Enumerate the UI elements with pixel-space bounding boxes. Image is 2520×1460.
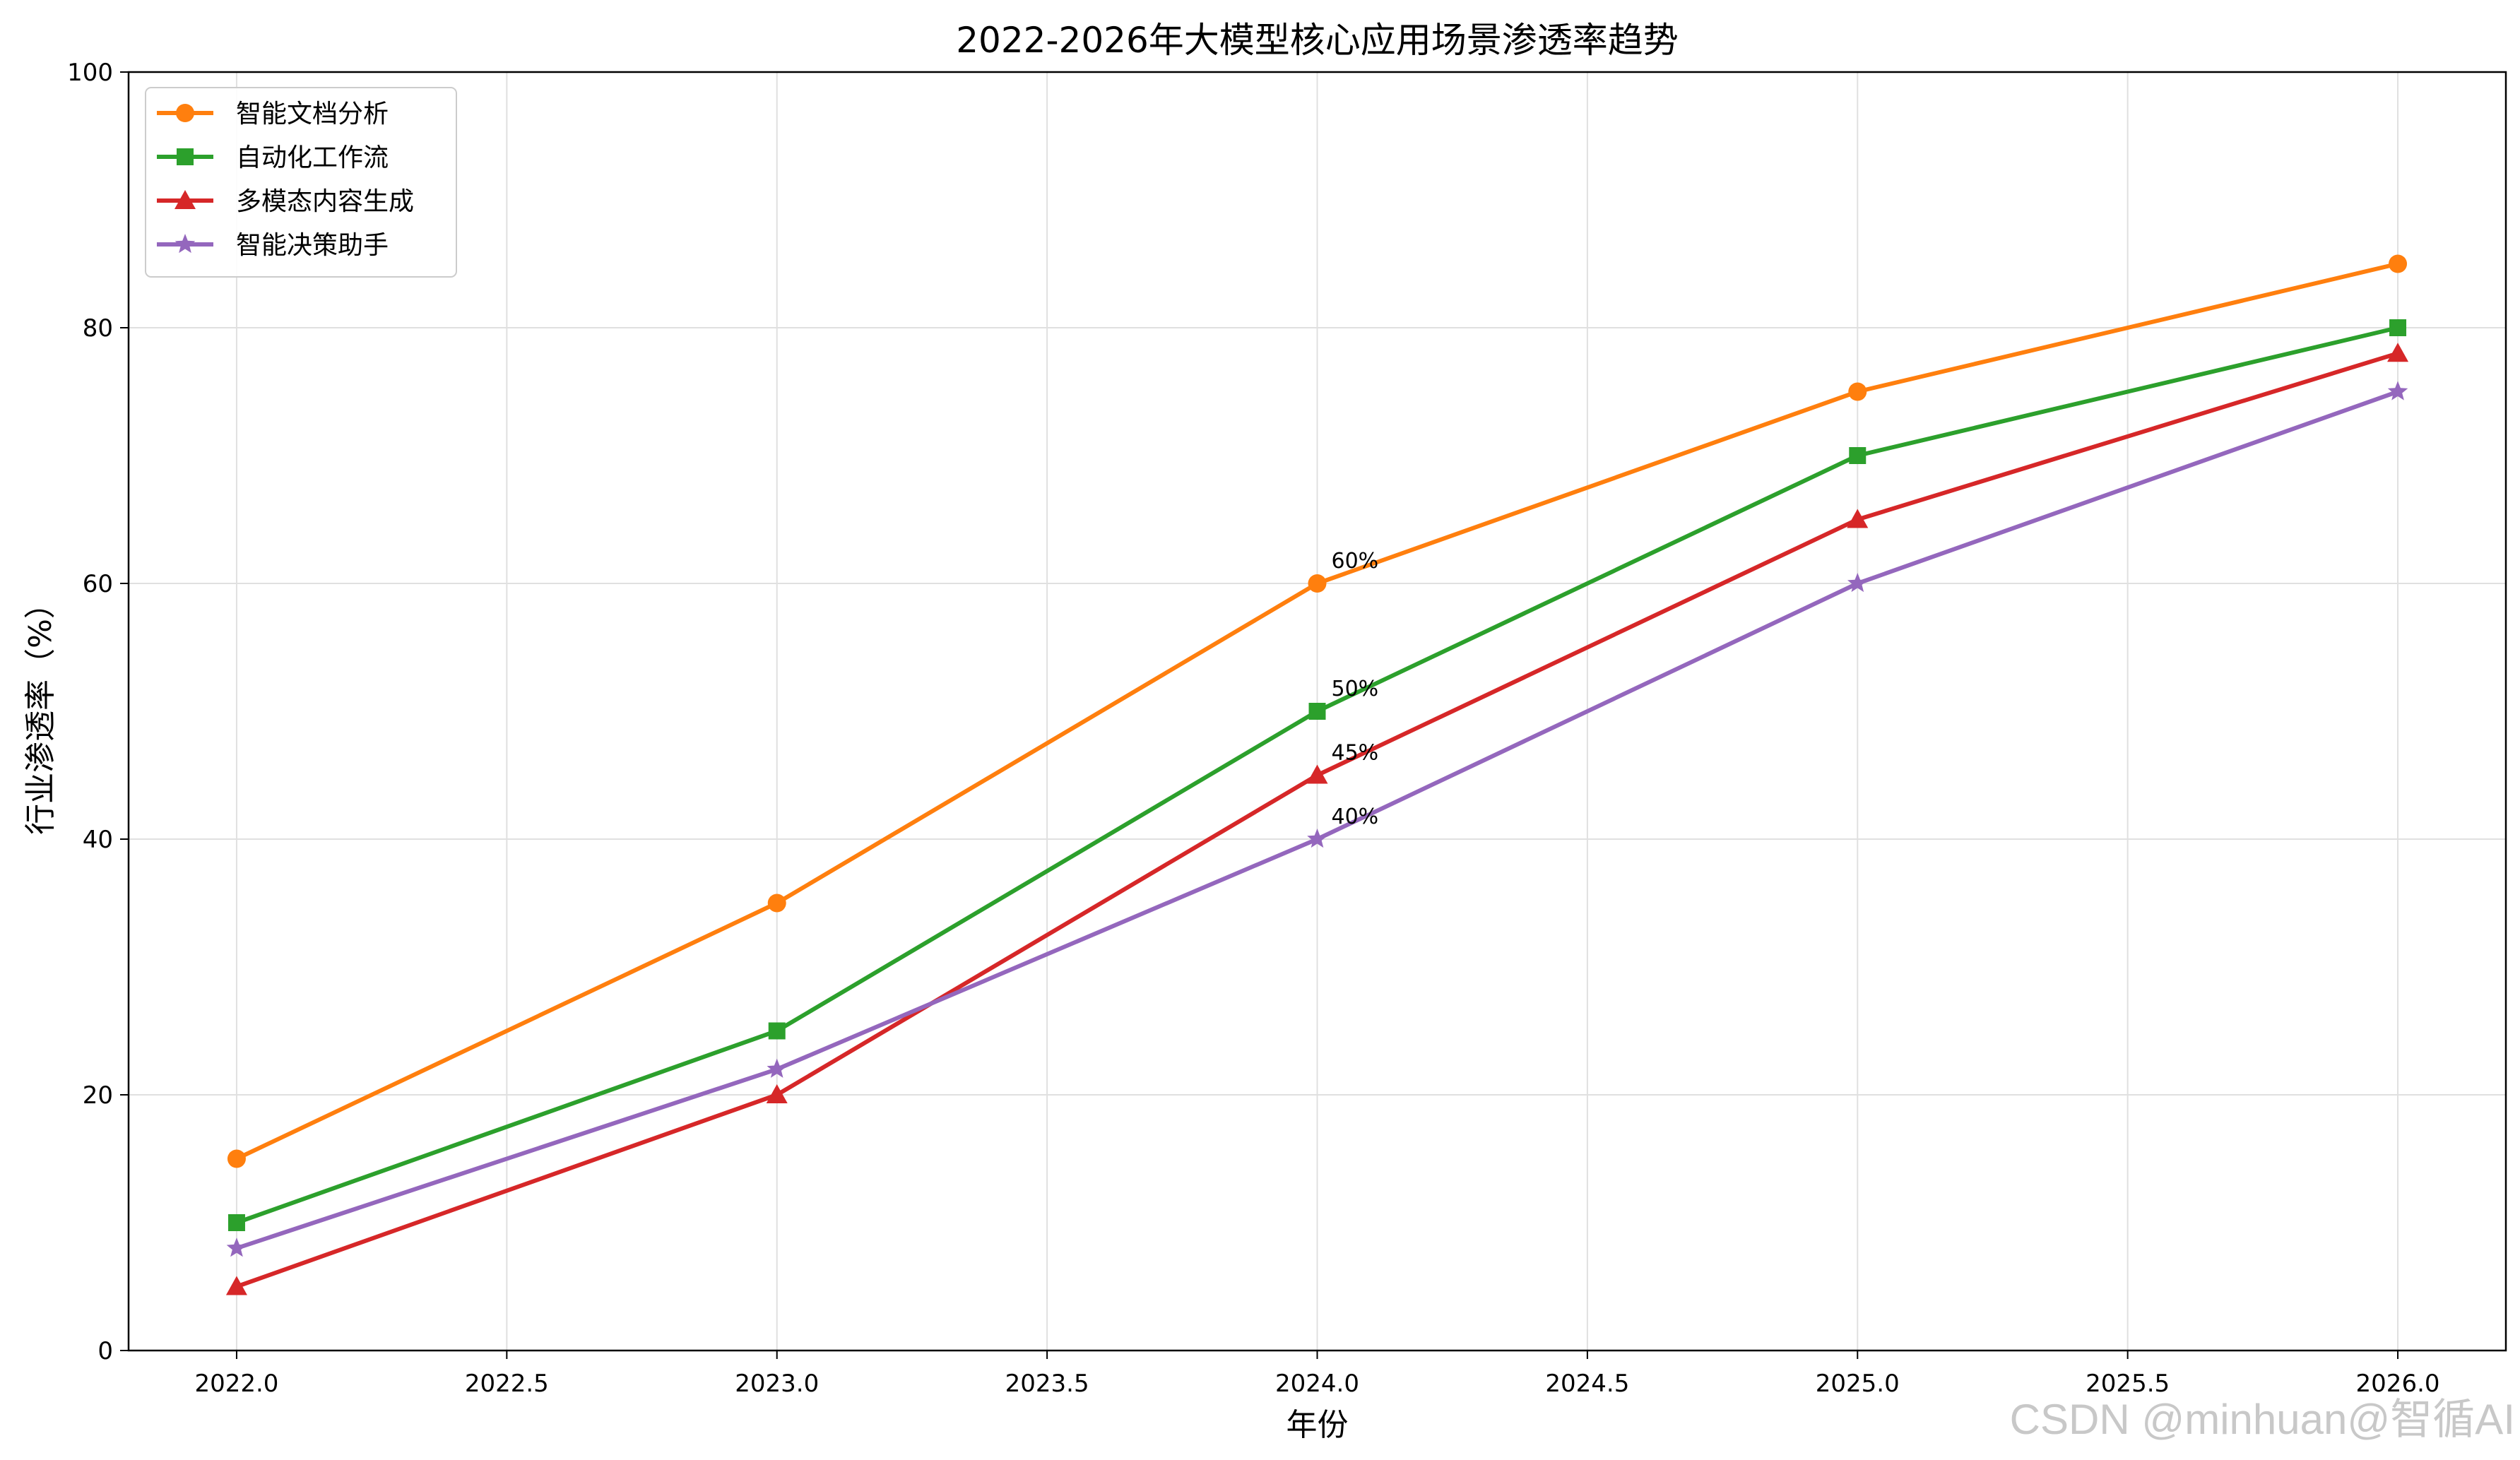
series-layer — [225, 254, 2409, 1295]
x-axis-label: 年份 — [1286, 1407, 1349, 1443]
y-tick-label: 100 — [67, 59, 113, 87]
y-tick-label: 0 — [97, 1337, 113, 1365]
y-tick-label: 20 — [83, 1081, 113, 1110]
y-tick-label: 40 — [83, 826, 113, 854]
data-point — [766, 1084, 788, 1103]
x-tick-label: 2024.0 — [1275, 1370, 1359, 1398]
data-labels: 60% 50% 45% 40% — [1332, 549, 1379, 829]
series-4 — [226, 381, 2408, 1257]
axis-ticks: 2022.0 2022.5 2023.0 2023.5 2024.0 2024.5 2025… — [67, 59, 2439, 1398]
y-tick-label: 80 — [83, 314, 113, 343]
legend-marker — [174, 190, 196, 209]
x-tick-label: 2023.0 — [735, 1370, 819, 1398]
x-tick-label: 2022.0 — [194, 1370, 278, 1398]
legend-item: 智能文档分析 — [157, 100, 389, 129]
data-point — [2387, 381, 2408, 400]
x-tick-label: 2025.5 — [2086, 1370, 2170, 1398]
data-point — [1307, 829, 1327, 848]
watermark: CSDN @minhuan@智循AI — [2010, 1396, 2515, 1443]
series-3 — [225, 343, 2409, 1295]
data-point — [2389, 319, 2407, 336]
data-label: 45% — [1332, 741, 1379, 766]
x-tick-label: 2025.0 — [1816, 1370, 1900, 1398]
data-label: 50% — [1332, 677, 1379, 701]
y-axis-label: 行业渗透率（%） — [23, 588, 59, 835]
x-tick-label: 2023.5 — [1005, 1370, 1089, 1398]
data-point — [225, 1276, 247, 1295]
data-point — [1848, 382, 1867, 401]
legend-label: 智能文档分析 — [236, 100, 389, 129]
legend-label: 自动化工作流 — [236, 143, 389, 172]
data-point — [1308, 574, 1327, 593]
legend-label: 多模态内容生成 — [236, 187, 414, 216]
data-point — [2387, 343, 2409, 362]
data-label: 40% — [1332, 805, 1379, 829]
data-point — [1847, 509, 1869, 528]
data-point — [767, 894, 786, 913]
data-point — [1306, 764, 1328, 784]
data-point — [2389, 254, 2408, 273]
legend-item: 智能决策助手 — [157, 231, 389, 260]
data-point — [768, 1022, 786, 1040]
legend-marker — [176, 104, 194, 122]
x-tick-label: 2022.5 — [465, 1370, 549, 1398]
data-point — [1308, 703, 1326, 720]
data-point — [1849, 447, 1867, 464]
legend-item: 多模态内容生成 — [157, 187, 414, 216]
legend-marker — [174, 234, 196, 254]
data-label: 60% — [1332, 549, 1379, 574]
legend-box — [145, 87, 457, 278]
legend-marker — [177, 148, 194, 165]
data-point — [227, 1214, 245, 1231]
data-point — [767, 1058, 787, 1078]
y-tick-label: 60 — [83, 570, 113, 598]
x-tick-label: 2026.0 — [2356, 1370, 2440, 1398]
data-point — [227, 1149, 246, 1168]
chart-title: 2022-2026年大模型核心应用场景渗透率趋势 — [956, 20, 1679, 61]
data-point — [226, 1238, 247, 1257]
legend-item: 自动化工作流 — [157, 143, 389, 172]
data-point — [1847, 573, 1868, 593]
series-1 — [227, 254, 2408, 1168]
legend-label: 智能决策助手 — [236, 231, 389, 260]
series-2 — [227, 319, 2407, 1231]
x-tick-label: 2024.5 — [1545, 1370, 1629, 1398]
